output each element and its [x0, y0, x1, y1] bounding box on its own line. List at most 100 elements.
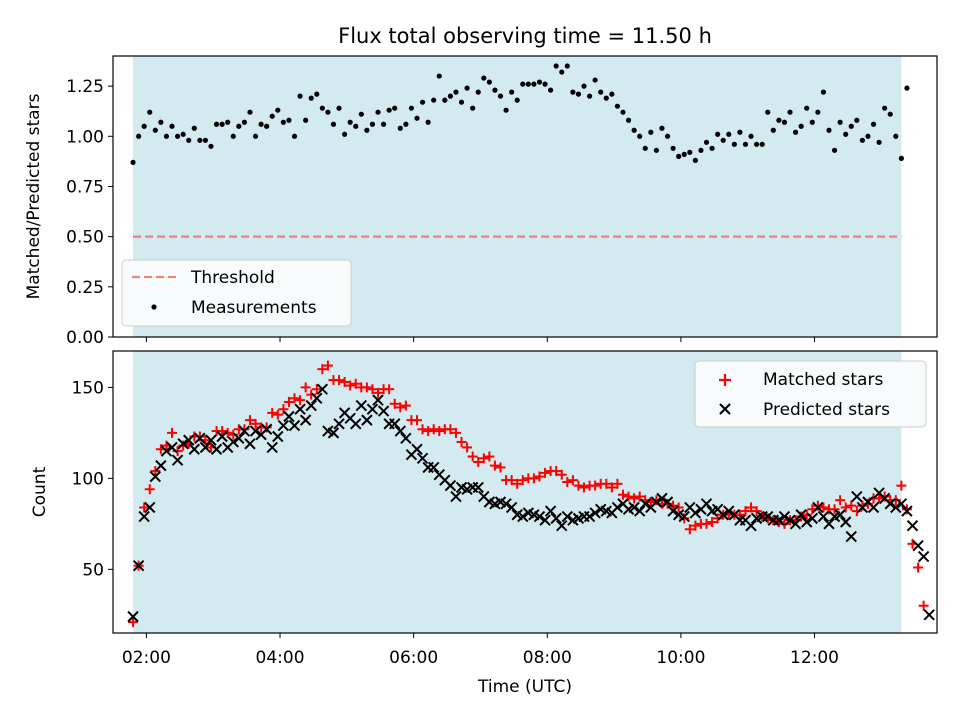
predicted-star-point [895, 498, 908, 510]
predicted-star-point [444, 479, 457, 492]
predicted-star-point [171, 454, 184, 466]
top-y-tick-label: 0.00 [66, 328, 104, 348]
measurement-point [581, 83, 587, 89]
measurement-point [470, 105, 476, 111]
predicted-star-point [355, 399, 368, 412]
measurement-point [882, 105, 888, 111]
measurement-point [776, 117, 782, 123]
predicted-star-point [350, 418, 362, 430]
measurement-point [815, 109, 821, 115]
measurement-point [286, 117, 292, 123]
predicted-star-point [661, 496, 674, 508]
matched-star-point [350, 378, 361, 389]
predicted-star-point [389, 418, 401, 430]
predicted-star-point [801, 516, 813, 528]
predicted-star-point [745, 519, 757, 532]
top-y-ticks: 0.00 0.25 0.50 0.75 1.00 1.25 [66, 77, 113, 348]
predicted-star-point [138, 510, 150, 523]
predicted-star-point [210, 443, 223, 455]
bottom-y-tick-label: 100 [72, 469, 104, 489]
predicted-star-point [505, 501, 518, 514]
measurement-points [130, 63, 910, 165]
matched-star-point [367, 384, 378, 395]
measurement-point [458, 99, 465, 105]
measurement-point [598, 89, 604, 95]
measurement-point [754, 141, 760, 147]
matched-star-point [840, 502, 851, 513]
measurement-point [509, 89, 515, 95]
predicted-star-point [160, 445, 173, 457]
bottom-x-ticks: 02:00 04:00 06:00 08:00 10:00 12:00 [122, 633, 839, 668]
measurement-point [854, 117, 860, 123]
predicted-star-point [556, 519, 568, 532]
predicted-star-point [884, 498, 896, 510]
measurement-point [804, 105, 810, 111]
matched-star-point [617, 489, 628, 500]
measurement-point [219, 121, 225, 127]
measurement-point [336, 105, 342, 111]
measurement-point [464, 85, 470, 91]
matched-star-point [317, 364, 328, 375]
measurement-point [481, 75, 487, 81]
predicted-star-point [144, 501, 156, 514]
matched-star-point [473, 456, 484, 467]
measurement-point [625, 117, 632, 123]
bottom-y-axis-label: Count [30, 466, 50, 517]
measurement-point [703, 139, 710, 145]
matched-star-point [300, 382, 311, 393]
measurement-point [609, 91, 615, 97]
measurement-point [575, 91, 582, 97]
measurement-point [659, 125, 665, 131]
measurement-point [392, 105, 398, 111]
predicted-star-point [789, 518, 802, 530]
measurement-point [158, 119, 164, 125]
predicted-star-point [299, 414, 312, 426]
measurement-point [531, 81, 537, 87]
measurement-point [297, 93, 303, 99]
matched-star-point [573, 480, 584, 491]
predicted-star-point [305, 399, 317, 412]
matched-star-point [144, 484, 155, 495]
matched-star-point [484, 451, 495, 462]
matched-star-point [445, 424, 456, 435]
measurement-point [419, 99, 426, 105]
measurement-point [325, 109, 331, 115]
matched-star-point [289, 393, 300, 404]
measurement-point [904, 85, 910, 91]
predicted-star-point [812, 501, 824, 514]
matched-star-point [217, 426, 228, 437]
predicted-star-point [851, 490, 863, 503]
matched-star-point [551, 466, 562, 477]
top-panel: 0.00 0.25 0.50 0.75 1.00 1.25 Matched/Predict… [24, 55, 938, 348]
measurement-point [436, 73, 442, 79]
measurement-point [141, 123, 147, 129]
measurement-point [169, 123, 175, 129]
predicted-star-point [589, 507, 601, 519]
measurement-point [620, 109, 626, 115]
measurement-point [269, 113, 275, 119]
measurement-point [748, 133, 754, 139]
measurement-point [831, 147, 838, 153]
matched-star-point [562, 476, 573, 487]
predicted-star-point [132, 559, 145, 572]
matched-star-point [690, 520, 701, 531]
x-tick-label: 06:00 [389, 648, 438, 668]
measurement-point [347, 119, 353, 125]
predicted-star-point [561, 510, 574, 523]
predicted-star-point [583, 510, 596, 523]
predicted-star-point [149, 470, 162, 483]
measurement-point [163, 133, 170, 139]
measurement-point [353, 123, 359, 129]
measurement-point [425, 119, 431, 125]
predicted-star-point [834, 509, 846, 521]
matched-star-point [601, 478, 612, 489]
measurement-point [809, 119, 815, 125]
measurement-point [715, 131, 721, 137]
measurement-point [208, 143, 214, 149]
predicted-star-point [166, 441, 178, 454]
predicted-star-point [311, 392, 323, 405]
top-x-ticks [145, 337, 816, 342]
measurement-point [792, 129, 799, 135]
measurement-point [130, 159, 136, 165]
predicted-star-point [539, 514, 551, 526]
